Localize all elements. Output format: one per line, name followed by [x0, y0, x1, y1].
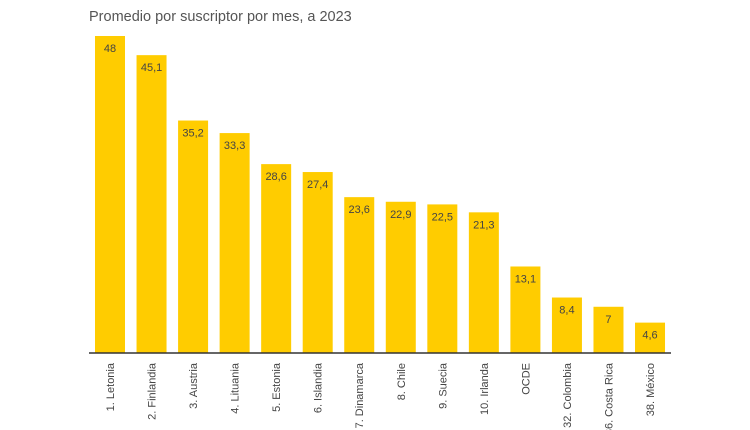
value-label: 33,3 [224, 140, 245, 152]
bar [468, 212, 499, 353]
value-label: 22,5 [432, 211, 453, 223]
bars-group [95, 36, 666, 354]
category-label: 36. Costa Rica [603, 362, 615, 430]
value-label: 48 [104, 43, 116, 55]
bar [551, 297, 582, 353]
category-labels-group: 1. Letonia 2. Finlandia 3. Austria 4. Litua… [105, 362, 657, 430]
bar [344, 197, 375, 353]
value-label: 8,4 [559, 305, 574, 317]
value-label: 7 [605, 314, 611, 326]
bar [95, 36, 125, 353]
value-label: 4,6 [642, 330, 657, 342]
bar [510, 266, 541, 353]
value-label: 35,2 [182, 128, 203, 140]
bar [593, 306, 624, 353]
bar [302, 172, 333, 353]
category-label: 7. Dinamarca [354, 362, 366, 428]
category-label: 1. Letonia [105, 362, 117, 411]
value-label: 23,6 [349, 204, 370, 216]
bar [385, 201, 416, 353]
category-label: 9. Suecia [437, 362, 449, 409]
category-label: 38. México [645, 363, 657, 416]
value-label: 27,4 [307, 179, 328, 191]
bar [427, 204, 458, 353]
category-label: 4. Lituania [230, 362, 242, 414]
value-labels-group: 48 45,1 35,2 33,3 28,6 27,4 23,6 22,9 22,5 21,3 13… [104, 43, 658, 342]
bar [178, 120, 209, 354]
value-label: 21,3 [473, 219, 494, 231]
bar [136, 55, 167, 353]
value-label: 45,1 [141, 62, 162, 74]
category-label: 32. Colombia [562, 362, 574, 428]
category-label: 10. Irlanda [479, 362, 491, 415]
category-label: 8. Chile [396, 363, 408, 400]
category-label: 5. Estonia [271, 362, 283, 412]
category-label: 6. Islandia [313, 362, 325, 413]
value-label: 13,1 [515, 273, 536, 285]
value-label: 28,6 [265, 171, 286, 183]
category-label: 3. Austria [188, 362, 200, 409]
bar [635, 322, 666, 353]
value-label: 22,9 [390, 209, 411, 221]
category-label: 2. Finlandia [147, 362, 159, 420]
chart-title: Promedio por suscriptor por mes, a 2023 [89, 9, 352, 25]
bar [261, 164, 292, 353]
bar [219, 133, 250, 353]
category-label: OCDE [520, 363, 532, 395]
